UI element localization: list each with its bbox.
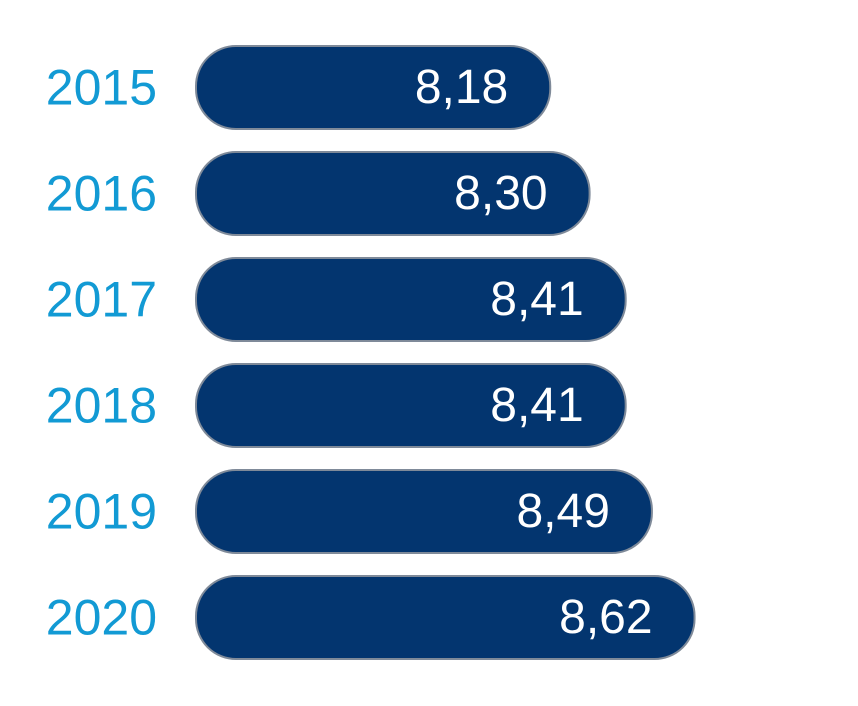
bar-2020 — [195, 575, 696, 660]
value-label-2015: 8,18 — [415, 61, 508, 114]
category-label-2019: 2019 — [46, 484, 157, 540]
bar-2018 — [195, 363, 627, 448]
bar-2015 — [195, 45, 552, 130]
value-label-2017: 8,41 — [490, 273, 583, 326]
bar-2019 — [195, 469, 653, 554]
value-label-2016: 8,30 — [454, 167, 547, 220]
category-label-2016: 2016 — [46, 166, 157, 222]
bar-2016 — [195, 151, 591, 236]
category-label-2017: 2017 — [46, 272, 157, 328]
value-label-2018: 8,41 — [490, 379, 583, 432]
category-label-2015: 2015 — [46, 60, 157, 116]
category-label-2018: 2018 — [46, 378, 157, 434]
bar-2017 — [195, 257, 627, 342]
value-label-2019: 8,49 — [516, 485, 609, 538]
category-label-2020: 2020 — [46, 590, 157, 646]
value-label-2020: 8,62 — [559, 591, 652, 644]
